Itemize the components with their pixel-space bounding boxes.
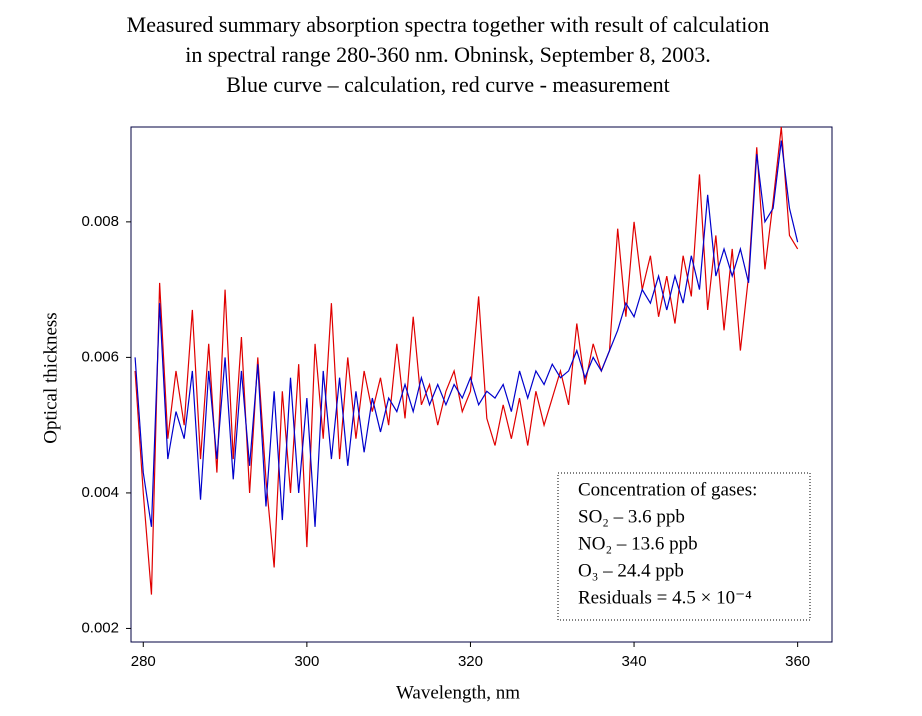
plot-frame <box>130 126 833 643</box>
x-tick-label: 360 <box>785 653 810 670</box>
x-tick-label: 280 <box>131 653 156 670</box>
x-tick-label: 320 <box>458 653 483 670</box>
annotation-line: NO₂ – 13.6 ppb <box>578 533 698 554</box>
annotation-line: Concentration of gases: <box>578 479 757 500</box>
y-tick-label: 0.008 <box>81 213 119 230</box>
spectrum-line <box>134 140 799 527</box>
title-line: Blue curve – calculation, red curve - me… <box>226 72 669 97</box>
y-axis-label: Optical thickness <box>40 312 61 443</box>
title-line: in spectral range 280-360 nm. Obninsk, S… <box>185 42 710 67</box>
x-tick-label: 300 <box>294 653 319 670</box>
annotation-box <box>557 472 811 621</box>
y-tick-label: 0.004 <box>81 484 119 501</box>
annotation-line: SO₂ – 3.6 ppb <box>578 506 685 527</box>
annotation-line: Residuals = 4.5 × 10⁻⁴ <box>578 587 752 608</box>
y-tick-label: 0.006 <box>81 348 119 365</box>
title-line: Measured summary absorption spectra toge… <box>127 12 770 37</box>
x-axis-label: Wavelength, nm <box>396 682 520 703</box>
annotation-line: O₃ – 24.4 ppb <box>578 560 684 581</box>
x-tick-label: 340 <box>622 653 647 670</box>
y-tick-label: 0.002 <box>81 619 119 636</box>
